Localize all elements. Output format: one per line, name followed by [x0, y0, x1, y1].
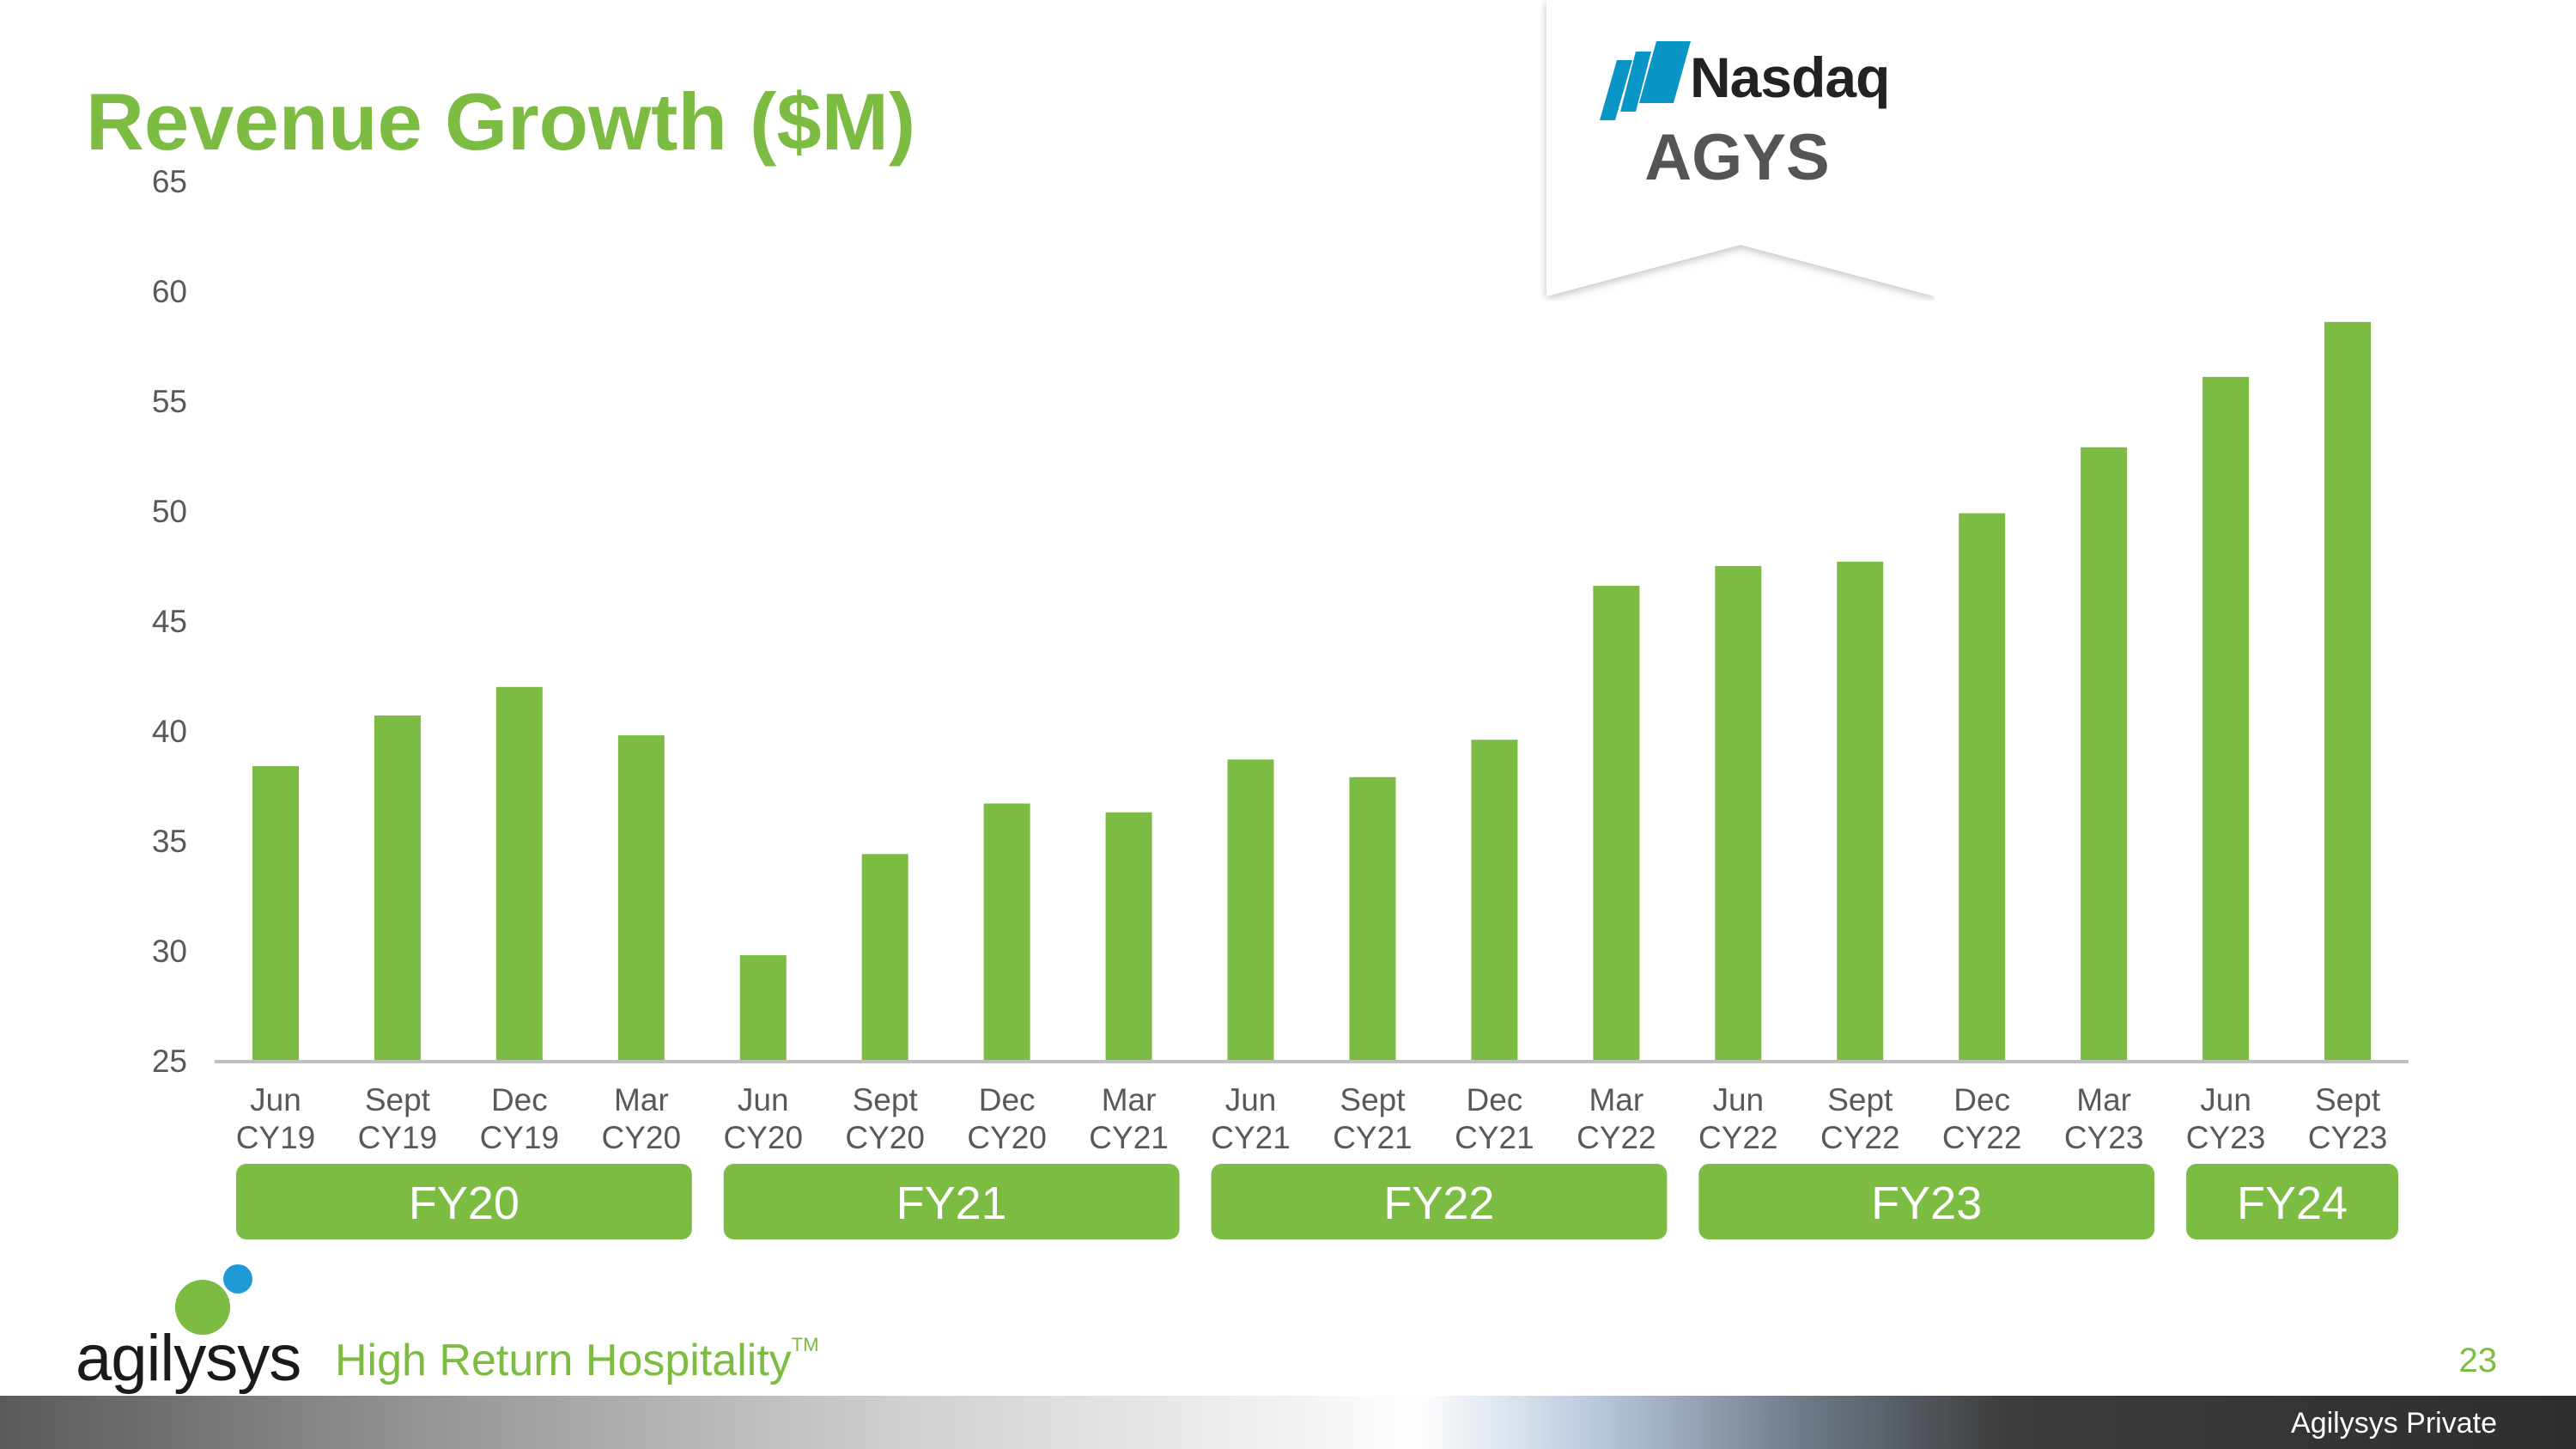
- logo-blue-dot: [223, 1264, 252, 1294]
- bar: [739, 955, 787, 1061]
- bar: [2324, 321, 2372, 1062]
- bar: [2202, 376, 2250, 1062]
- y-tick-label: 30: [152, 934, 187, 969]
- nasdaq-badge: Nasdaq AGYS: [1540, 0, 1935, 301]
- ticker-symbol: AGYS: [1644, 121, 1830, 194]
- fiscal-year-pill: [1698, 1164, 2155, 1239]
- fiscal-year-label: FY24: [2237, 1178, 2348, 1229]
- x-tick-label: Jun CY22: [1698, 1082, 1778, 1155]
- x-tick-label: Dec CY20: [967, 1082, 1047, 1155]
- fiscal-year-pill: [236, 1164, 692, 1239]
- bar: [861, 854, 908, 1061]
- tagline: High Return HospitalityTM: [335, 1334, 819, 1386]
- x-tick-label: Sept CY21: [1333, 1082, 1413, 1155]
- x-tick-label: Jun CY20: [723, 1082, 803, 1155]
- fiscal-year-pill: [2186, 1164, 2398, 1239]
- footer-band: Agilysys Private: [0, 1396, 2576, 1449]
- bar-series: [252, 321, 2372, 1062]
- x-tick-label: Mar CY22: [1577, 1082, 1656, 1155]
- bar: [617, 735, 665, 1061]
- fiscal-year-pill: [723, 1164, 1180, 1239]
- x-tick-label: Jun CY23: [2186, 1082, 2266, 1155]
- x-tick-label: Mar CY23: [2064, 1082, 2144, 1155]
- x-tick-label: Jun CY21: [1211, 1082, 1291, 1155]
- x-tick-label: Sept CY23: [2308, 1082, 2388, 1155]
- bar: [252, 765, 299, 1061]
- page-number: 23: [2458, 1342, 2498, 1379]
- x-tick-label: Dec CY19: [480, 1082, 560, 1155]
- x-tick-label: Dec CY21: [1455, 1082, 1534, 1155]
- tagline-text: High Return Hospitality: [335, 1336, 792, 1385]
- bar: [374, 715, 421, 1061]
- x-axis-category-labels: Jun CY19 Sept CY19 Dec CY19 Mar CY20 Jun CY20 Sept…: [236, 1082, 2388, 1155]
- logo-green-dot: [175, 1280, 230, 1335]
- fiscal-year-label: FY23: [1871, 1178, 1982, 1229]
- trademark-mark: TM: [791, 1334, 819, 1355]
- logo-wordmark: agilysys: [76, 1322, 301, 1395]
- y-tick-label: 40: [152, 714, 187, 749]
- y-tick-label: 50: [152, 494, 187, 529]
- bar: [1715, 566, 1762, 1061]
- bar: [1959, 513, 2006, 1061]
- fiscal-year-label: FY22: [1383, 1178, 1494, 1229]
- bar: [1227, 759, 1274, 1061]
- y-tick-label: 45: [152, 604, 187, 639]
- y-tick-label: 65: [152, 164, 187, 199]
- y-tick-label: 35: [152, 824, 187, 859]
- x-tick-label: Dec CY22: [1942, 1082, 2022, 1155]
- y-tick-label: 55: [152, 384, 187, 419]
- bar: [1105, 812, 1152, 1061]
- x-tick-label: Sept CY19: [358, 1082, 438, 1155]
- x-tick-label: Mar CY20: [602, 1082, 682, 1155]
- x-tick-label: Jun CY19: [236, 1082, 316, 1155]
- x-tick-label: Sept CY20: [845, 1082, 925, 1155]
- y-tick-label: 60: [152, 274, 187, 309]
- fiscal-year-groups: FY20 FY21 FY22 FY23 FY24: [236, 1164, 2398, 1239]
- nasdaq-logo-icon: [1600, 41, 1691, 120]
- revenue-bar-chart: 25 30 35 40 45 50 55 60 65 Jun CY19 Sept CY19 Dec CY1…: [152, 164, 2409, 1239]
- footer-confidentiality-label: Agilysys Private: [2291, 1407, 2497, 1440]
- bar: [983, 803, 1030, 1061]
- bar: [1471, 740, 1518, 1061]
- y-axis-ticks: 25 30 35 40 45 50 55 60 65: [152, 164, 187, 1079]
- slide-title: Revenue Growth ($M): [86, 76, 916, 167]
- agilysys-logo: agilysys: [76, 1263, 307, 1400]
- bar: [2081, 447, 2128, 1061]
- bar: [495, 686, 543, 1061]
- y-tick-label: 25: [152, 1044, 187, 1079]
- bar: [1349, 776, 1396, 1061]
- fiscal-year-pill: [1211, 1164, 1668, 1239]
- fiscal-year-label: FY21: [896, 1178, 1007, 1229]
- x-tick-label: Sept CY22: [1820, 1082, 1900, 1155]
- x-tick-label: Mar CY21: [1089, 1082, 1169, 1155]
- bar: [1837, 561, 1884, 1061]
- nasdaq-wordmark: Nasdaq: [1690, 46, 1890, 109]
- bar: [1593, 586, 1640, 1061]
- fiscal-year-label: FY20: [409, 1178, 519, 1229]
